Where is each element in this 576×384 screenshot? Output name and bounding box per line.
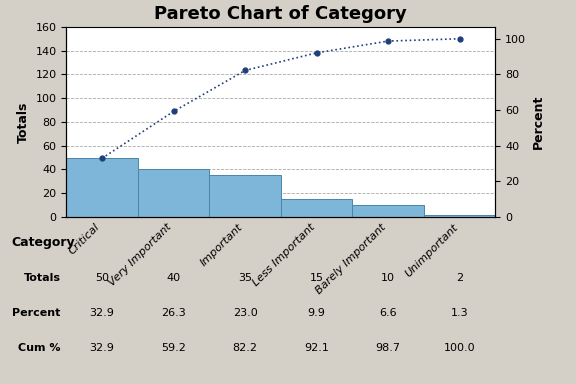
- Text: 9.9: 9.9: [308, 308, 325, 318]
- Bar: [66, 157, 138, 217]
- Y-axis label: Totals: Totals: [17, 101, 30, 142]
- Text: 23.0: 23.0: [233, 308, 257, 318]
- Y-axis label: Percent: Percent: [532, 95, 545, 149]
- Text: 6.6: 6.6: [379, 308, 397, 318]
- Text: Category: Category: [12, 236, 75, 249]
- Text: 50: 50: [95, 273, 109, 283]
- Bar: [138, 169, 209, 217]
- Text: 40: 40: [166, 273, 181, 283]
- Text: 35: 35: [238, 273, 252, 283]
- Title: Pareto Chart of Category: Pareto Chart of Category: [154, 5, 407, 23]
- Text: 32.9: 32.9: [89, 308, 115, 318]
- Bar: [424, 215, 495, 217]
- Text: 98.7: 98.7: [376, 343, 400, 353]
- Text: 15: 15: [309, 273, 324, 283]
- Bar: [209, 175, 281, 217]
- Text: 100.0: 100.0: [444, 343, 475, 353]
- Text: Percent: Percent: [12, 308, 60, 318]
- Text: Totals: Totals: [24, 273, 60, 283]
- Text: 2: 2: [456, 273, 463, 283]
- Text: 32.9: 32.9: [89, 343, 115, 353]
- Text: 10: 10: [381, 273, 395, 283]
- Text: 82.2: 82.2: [233, 343, 257, 353]
- Bar: [281, 199, 353, 217]
- Text: 92.1: 92.1: [304, 343, 329, 353]
- Bar: [353, 205, 424, 217]
- Text: 1.3: 1.3: [451, 308, 468, 318]
- Text: 26.3: 26.3: [161, 308, 186, 318]
- Text: 59.2: 59.2: [161, 343, 186, 353]
- Text: Cum %: Cum %: [18, 343, 60, 353]
